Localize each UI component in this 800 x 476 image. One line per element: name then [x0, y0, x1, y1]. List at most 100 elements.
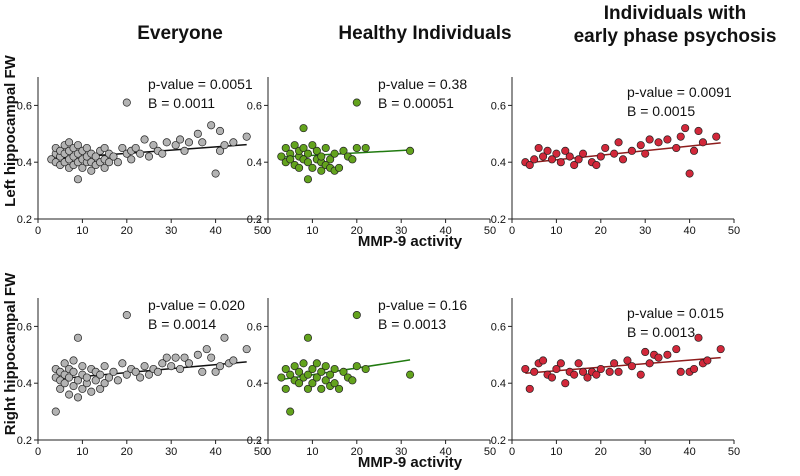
y-tick-label: 0.6: [247, 100, 262, 112]
data-point: [308, 163, 317, 172]
data-point: [277, 373, 286, 382]
data-point: [73, 141, 83, 150]
data-point: [87, 166, 96, 175]
data-point: [109, 152, 118, 161]
data-point: [96, 384, 105, 393]
scatter-panel-1-psychosis: 0 10 20 30 40 50 0.2 0.4 0.6 p-value = 0.015 B = 0…: [491, 298, 740, 458]
data-point: [136, 149, 145, 158]
x-tick-label: 0: [265, 225, 271, 237]
data-point: [605, 367, 614, 376]
x-tick-label: 30: [395, 225, 407, 237]
data-point: [113, 158, 122, 167]
stat-p-value: p-value = 0.0091: [627, 84, 732, 100]
data-point: [716, 345, 725, 354]
data-point: [312, 146, 321, 155]
data-point: [303, 370, 313, 379]
data-point: [184, 359, 194, 368]
data-point: [51, 407, 60, 416]
data-point: [281, 143, 290, 153]
scatter-panel-0-psychosis: 0 10 20 30 40 50 0.2 0.4 0.6 p-value = 0.0091 B = …: [491, 77, 740, 237]
x-tick-label: 50: [728, 446, 740, 458]
data-point: [281, 384, 290, 393]
x-tick-label: 20: [351, 446, 363, 458]
data-point: [118, 359, 127, 368]
data-point: [627, 146, 636, 155]
stat-p-value: p-value = 0.38: [378, 76, 467, 92]
data-point: [215, 126, 225, 136]
data-point: [136, 373, 145, 382]
data-point: [140, 135, 149, 144]
column-title-psychosis: Individuals with early phase psychosis: [573, 3, 777, 47]
data-point: [321, 376, 330, 385]
x-tick-label: 50: [484, 225, 496, 237]
data-point: [641, 149, 650, 158]
data-point: [211, 169, 220, 178]
data-point: [317, 166, 326, 175]
data-point: [339, 146, 348, 155]
stat-p-value: p-value = 0.020: [148, 297, 245, 313]
data-point: [543, 146, 552, 155]
data-point: [530, 367, 539, 376]
y-tick-label: 0.2: [247, 435, 262, 447]
data-point: [312, 373, 321, 382]
data-point: [556, 359, 565, 368]
data-point: [144, 152, 154, 161]
data-point: [654, 138, 663, 147]
data-point: [162, 353, 171, 362]
data-point: [681, 124, 690, 133]
data-point: [220, 333, 229, 342]
data-point: [552, 149, 561, 158]
data-point: [91, 376, 100, 385]
data-point: [144, 370, 154, 379]
data-point: [317, 384, 326, 393]
data-point: [69, 381, 78, 391]
data-point: [352, 98, 361, 107]
x-tick-label: 20: [351, 225, 363, 237]
data-point: [330, 379, 339, 388]
x-tick-label: 30: [639, 446, 651, 458]
y-tick-label: 0.2: [17, 214, 32, 226]
data-point: [242, 132, 251, 141]
data-point: [87, 387, 96, 396]
data-point: [574, 359, 583, 368]
data-point: [180, 146, 189, 155]
x-tick-label: 50: [254, 446, 266, 458]
data-point: [78, 362, 87, 371]
data-point: [712, 132, 721, 141]
x-tick-label: 0: [509, 446, 515, 458]
data-point: [694, 333, 703, 342]
data-point: [618, 155, 628, 164]
data-point: [645, 135, 654, 144]
data-point: [176, 135, 185, 144]
data-point: [303, 333, 313, 342]
data-point: [171, 353, 180, 362]
y-tick-label: 0.6: [491, 321, 506, 333]
data-point: [348, 376, 357, 385]
data-point: [592, 370, 601, 379]
data-point: [158, 149, 167, 158]
data-point: [636, 370, 645, 379]
data-point: [131, 143, 140, 153]
x-tick-label: 0: [35, 225, 41, 237]
data-point: [308, 364, 317, 374]
data-point: [131, 367, 140, 376]
x-tick-label: 10: [550, 225, 562, 237]
data-point: [521, 364, 530, 374]
x-tick-label: 30: [639, 225, 651, 237]
data-point: [73, 376, 83, 385]
data-point: [65, 373, 74, 382]
x-tick-label: 50: [728, 225, 740, 237]
data-point: [193, 350, 202, 359]
data-point: [339, 367, 348, 376]
x-tick-label: 20: [121, 225, 133, 237]
x-tick-label: 40: [683, 225, 695, 237]
x-tick-label: 0: [35, 446, 41, 458]
data-point: [352, 143, 361, 153]
data-point: [69, 356, 78, 365]
data-point: [676, 132, 685, 141]
data-point: [676, 367, 685, 376]
data-point: [570, 370, 579, 379]
y-tick-label: 0.2: [491, 435, 506, 447]
data-point: [578, 149, 588, 158]
data-point: [122, 310, 131, 320]
